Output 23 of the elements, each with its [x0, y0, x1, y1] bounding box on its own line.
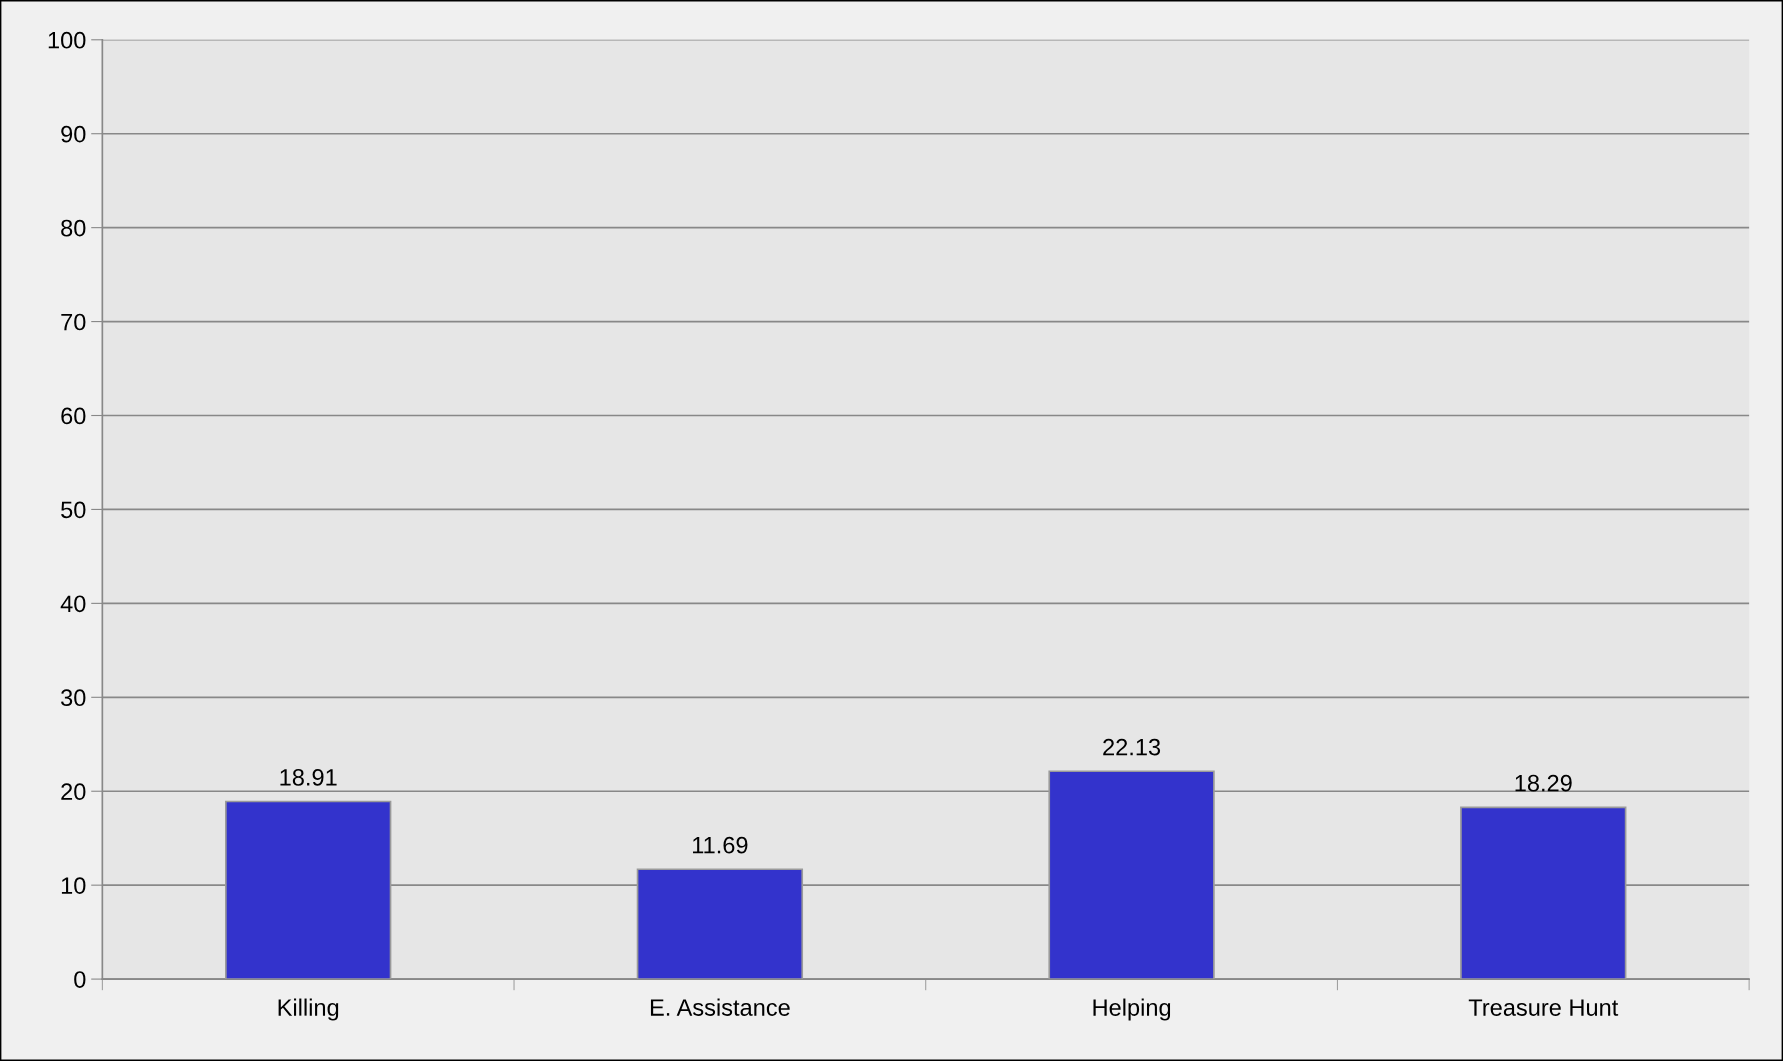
y-tick-label: 60 — [61, 407, 86, 425]
x-tick-label: Treasure Hunt — [1468, 999, 1619, 1016]
bar — [636, 868, 804, 980]
data-label: 18.91 — [280, 768, 337, 786]
bar — [225, 800, 392, 980]
data-label: 18.29 — [1515, 774, 1572, 792]
y-tick-label: 40 — [60, 595, 86, 613]
y-tick-label: 100 — [48, 31, 86, 49]
y-tick-label: 70 — [61, 313, 86, 331]
y-tick-label: 30 — [61, 689, 86, 707]
y-tick-label: 20 — [61, 783, 86, 801]
data-label: 22.13 — [1103, 738, 1161, 756]
y-tick-label: 50 — [61, 501, 86, 519]
x-tick-label: Helping — [1093, 998, 1171, 1021]
y-tick-label: 10 — [61, 877, 86, 894]
bar — [1460, 806, 1627, 980]
bar — [1048, 770, 1215, 980]
data-label: 11.69 — [693, 836, 748, 854]
y-tick-label: 90 — [61, 125, 86, 143]
y-tick-label: 0 — [74, 971, 86, 988]
y-tick-label: 80 — [61, 219, 86, 237]
x-tick-label: Killing — [278, 998, 339, 1021]
x-tick-label: E. Assistance — [650, 998, 790, 1016]
